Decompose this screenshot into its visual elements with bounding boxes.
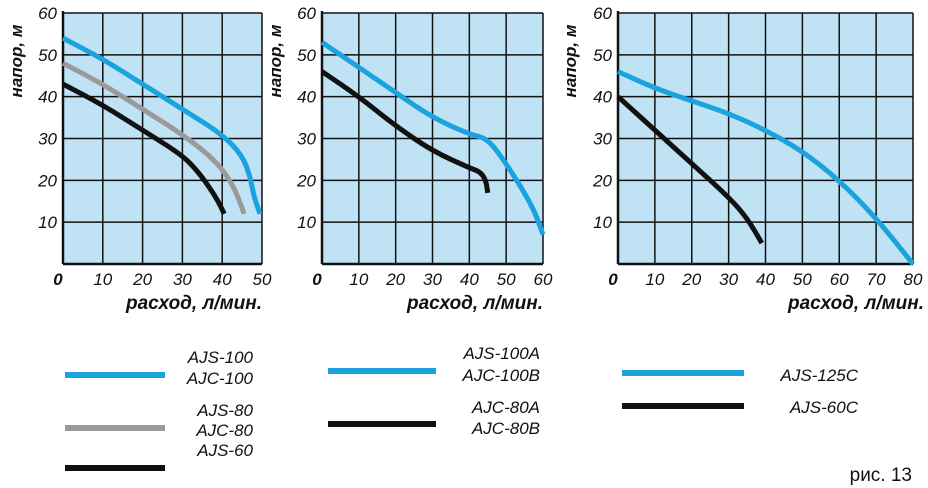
legend-label: AJS-80 <box>196 401 253 420</box>
y-tick-label: 40 <box>297 88 316 107</box>
series-line <box>61 60 247 215</box>
x-tick-label: 30 <box>719 270 738 289</box>
series-line <box>320 69 491 194</box>
series-line <box>320 40 546 236</box>
x-tick-label: 30 <box>423 270 442 289</box>
x-tick-label: 40 <box>756 270 775 289</box>
legend-label: AJC-80 <box>195 421 253 440</box>
legend-label: AJS-60C <box>789 398 859 417</box>
legend-label: AJS-100 <box>187 348 254 367</box>
x-tick-label: 40 <box>460 270 479 289</box>
x-tick-label: 10 <box>349 270 368 289</box>
x-tick-label: 50 <box>253 270 272 289</box>
chart-3: 10 20 30 40 50 60 0 10 20 30 40 50 60 70 80 напор, м рас… <box>561 4 924 417</box>
y-tick-label: 30 <box>593 130 612 149</box>
y-tick-label: 30 <box>38 130 57 149</box>
y-axis-label: напор, м <box>561 24 580 97</box>
y-tick-label: 20 <box>592 171 612 190</box>
x-tick-label: 60 <box>830 270 849 289</box>
legend-label: AJS-125C <box>780 366 859 385</box>
series-line <box>616 94 764 245</box>
x-tick-label: 0 <box>608 270 618 289</box>
x-tick-label: 20 <box>681 270 701 289</box>
x-tick-label: 10 <box>93 270 112 289</box>
legend-label: AJC-100 <box>186 369 254 388</box>
series-line <box>61 81 227 215</box>
series-line <box>616 69 915 266</box>
x-tick-label: 20 <box>385 270 405 289</box>
y-tick-label: 60 <box>593 4 612 23</box>
figure-caption: рис. 13 <box>850 465 912 486</box>
x-tick-label: 10 <box>645 270 664 289</box>
x-tick-label: 50 <box>497 270 516 289</box>
x-axis-label: расход, л/мин. <box>787 293 924 314</box>
chart-1: 10 20 30 40 50 60 0 10 20 30 40 50 напор, м расход, л… <box>7 4 272 471</box>
y-tick-label: 50 <box>38 46 57 65</box>
x-tick-label: 40 <box>213 270 232 289</box>
legend-label: AJC-80A <box>471 398 540 417</box>
y-tick-label: 10 <box>297 213 316 232</box>
y-tick-label: 50 <box>593 46 612 65</box>
y-axis-label: напор, м <box>266 24 285 97</box>
legend-label: AJC-100B <box>462 366 540 385</box>
series-line <box>61 35 263 215</box>
x-tick-label: 30 <box>173 270 192 289</box>
chart-2: 10 20 30 40 50 60 0 10 20 30 40 50 60 напор, м расход,… <box>266 4 553 438</box>
y-axis-label: напор, м <box>7 24 26 97</box>
y-tick-label: 40 <box>38 88 57 107</box>
x-tick-label: 50 <box>793 270 812 289</box>
x-tick-label: 60 <box>534 270 553 289</box>
legend-label: AJC-80B <box>471 419 540 438</box>
x-tick-label: 20 <box>132 270 152 289</box>
x-tick-label: 0 <box>53 270 63 289</box>
y-tick-label: 20 <box>37 171 57 190</box>
y-tick-label: 20 <box>296 171 316 190</box>
y-tick-label: 60 <box>38 4 57 23</box>
legend-label: AJS-60 <box>196 441 253 460</box>
y-tick-label: 40 <box>593 88 612 107</box>
x-axis-label: расход, л/мин. <box>406 293 543 314</box>
x-axis-label: расход, л/мин. <box>125 293 262 314</box>
legend-label: AJS-100A <box>462 344 540 363</box>
y-tick-label: 60 <box>297 4 316 23</box>
x-tick-label: 70 <box>867 270 886 289</box>
y-tick-label: 50 <box>297 46 316 65</box>
y-tick-label: 10 <box>593 213 612 232</box>
y-tick-label: 30 <box>297 130 316 149</box>
y-tick-label: 10 <box>38 213 57 232</box>
x-tick-label: 80 <box>904 270 923 289</box>
x-tick-label: 0 <box>312 270 322 289</box>
